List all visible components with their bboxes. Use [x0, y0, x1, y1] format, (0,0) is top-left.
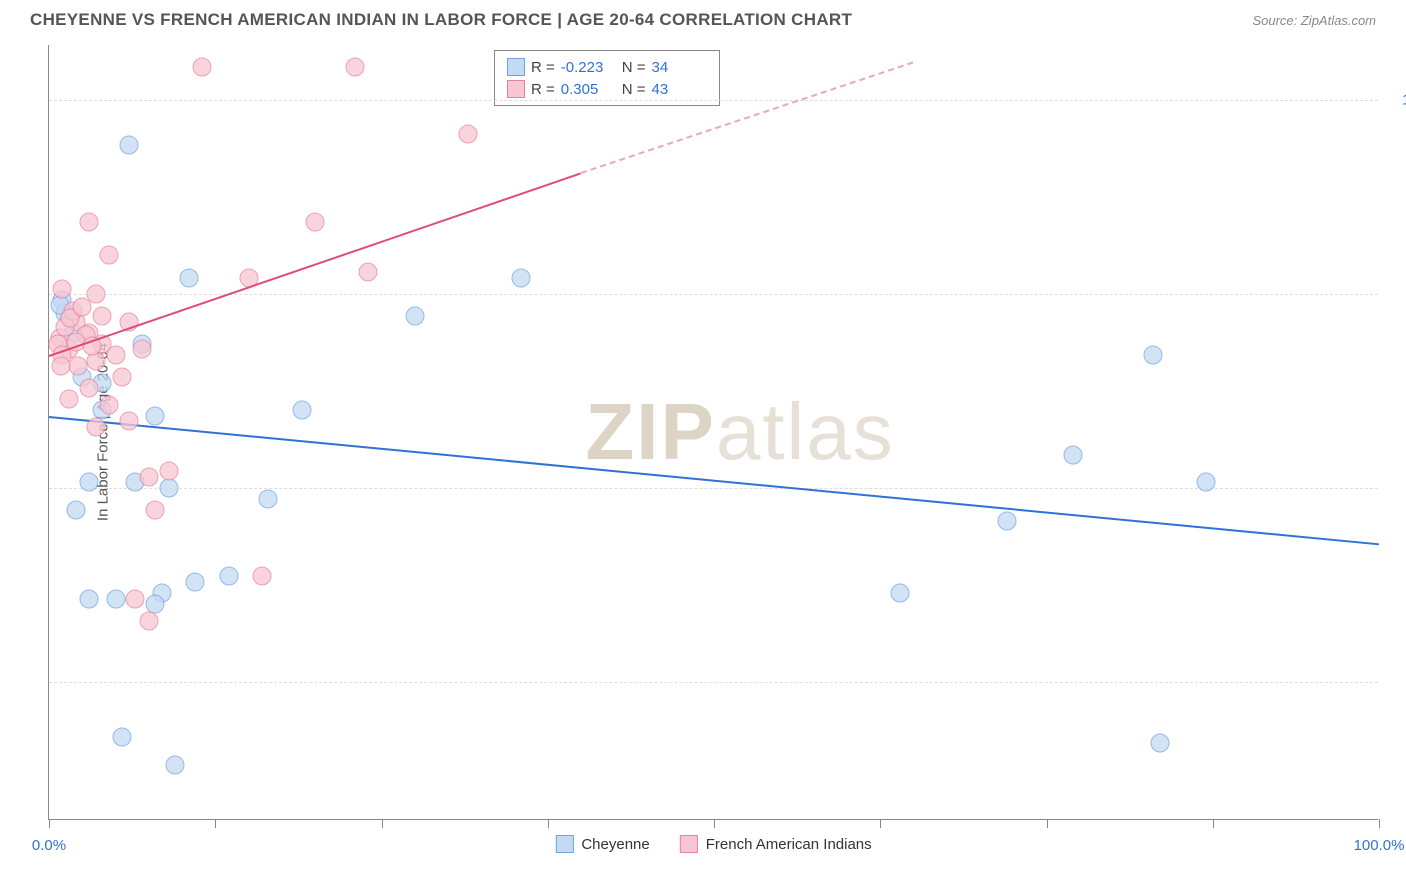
- data-point: [86, 417, 105, 436]
- chart-source: Source: ZipAtlas.com: [1252, 13, 1376, 28]
- data-point: [458, 124, 477, 143]
- x-tick: [215, 819, 216, 828]
- grid-line: [49, 488, 1378, 489]
- y-tick-label: 82.5%: [1388, 286, 1406, 303]
- data-point: [146, 406, 165, 425]
- y-tick-label: 47.5%: [1388, 673, 1406, 690]
- legend-label: French American Indians: [706, 836, 872, 853]
- watermark: ZIPatlas: [585, 386, 894, 478]
- data-point: [186, 572, 205, 591]
- data-point: [66, 501, 85, 520]
- data-point: [512, 268, 531, 287]
- x-tick: [1213, 819, 1214, 828]
- data-point: [1197, 473, 1216, 492]
- grid-line: [49, 294, 1378, 295]
- stats-legend: R = -0.223 N = 34 R = 0.305 N = 43: [494, 50, 720, 106]
- data-point: [113, 727, 132, 746]
- x-tick-label: 100.0%: [1354, 837, 1405, 854]
- data-point: [79, 589, 98, 608]
- legend-item-french: French American Indians: [680, 835, 872, 853]
- data-point: [51, 357, 70, 376]
- data-point: [259, 489, 278, 508]
- data-point: [166, 755, 185, 774]
- y-tick-label: 65.0%: [1388, 479, 1406, 496]
- data-point: [252, 567, 271, 586]
- data-point: [146, 501, 165, 520]
- swatch-icon: [507, 80, 525, 98]
- data-point: [292, 401, 311, 420]
- data-point: [119, 135, 138, 154]
- data-point: [79, 379, 98, 398]
- y-tick-label: 100.0%: [1388, 92, 1406, 109]
- data-point: [119, 412, 138, 431]
- data-point: [219, 567, 238, 586]
- x-tick: [714, 819, 715, 828]
- stats-row-french: R = 0.305 N = 43: [507, 78, 707, 100]
- data-point: [159, 478, 178, 497]
- x-tick: [49, 819, 50, 828]
- data-point: [106, 589, 125, 608]
- data-point: [99, 395, 118, 414]
- data-point: [126, 589, 145, 608]
- swatch-icon: [507, 58, 525, 76]
- data-point: [79, 473, 98, 492]
- swatch-icon: [680, 835, 698, 853]
- x-tick: [1047, 819, 1048, 828]
- data-point: [139, 467, 158, 486]
- data-point: [59, 390, 78, 409]
- x-tick: [880, 819, 881, 828]
- data-point: [997, 512, 1016, 531]
- data-point: [79, 213, 98, 232]
- swatch-icon: [555, 835, 573, 853]
- data-point: [159, 462, 178, 481]
- x-tick: [1379, 819, 1380, 828]
- data-point: [1150, 733, 1169, 752]
- data-point: [306, 213, 325, 232]
- scatter-chart: In Labor Force | Age 20-64 ZIPatlas R = …: [48, 45, 1378, 820]
- data-point: [53, 279, 72, 298]
- series-legend: Cheyenne French American Indians: [555, 835, 871, 853]
- data-point: [891, 584, 910, 603]
- trend-line: [49, 416, 1379, 545]
- data-point: [359, 262, 378, 281]
- data-point: [113, 368, 132, 387]
- x-tick-label: 0.0%: [32, 837, 66, 854]
- data-point: [1143, 346, 1162, 365]
- data-point: [99, 246, 118, 265]
- data-point: [1064, 445, 1083, 464]
- legend-label: Cheyenne: [581, 836, 649, 853]
- grid-line: [49, 682, 1378, 683]
- data-point: [69, 357, 88, 376]
- data-point: [133, 340, 152, 359]
- x-tick: [382, 819, 383, 828]
- legend-item-cheyenne: Cheyenne: [555, 835, 649, 853]
- trend-line: [49, 172, 582, 357]
- data-point: [179, 268, 198, 287]
- chart-header: CHEYENNE VS FRENCH AMERICAN INDIAN IN LA…: [0, 0, 1406, 38]
- stats-row-cheyenne: R = -0.223 N = 34: [507, 56, 707, 78]
- data-point: [192, 58, 211, 77]
- x-tick: [548, 819, 549, 828]
- chart-title: CHEYENNE VS FRENCH AMERICAN INDIAN IN LA…: [30, 10, 852, 30]
- data-point: [73, 298, 92, 317]
- data-point: [106, 346, 125, 365]
- data-point: [345, 58, 364, 77]
- grid-line: [49, 100, 1378, 101]
- data-point: [405, 307, 424, 326]
- data-point: [139, 611, 158, 630]
- data-point: [93, 307, 112, 326]
